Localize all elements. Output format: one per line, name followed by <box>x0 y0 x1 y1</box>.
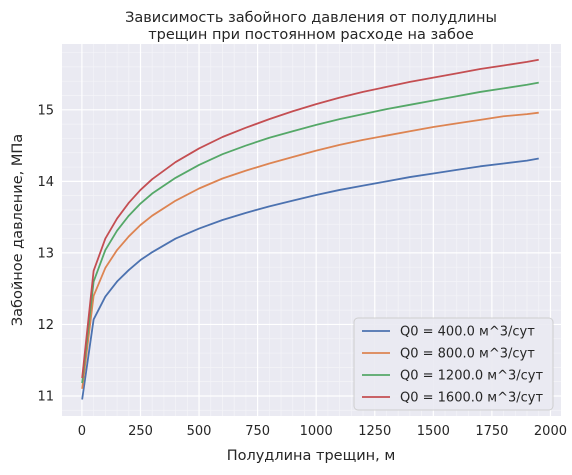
x-tick-labels: 0 250 500 750 1000 1250 1500 1750 2000 <box>78 424 567 439</box>
x-tick-label: 2000 <box>534 424 567 439</box>
legend-label-2: Q0 = 800.0 м^3/сут <box>400 347 535 362</box>
y-tick-label: 15 <box>37 103 54 118</box>
x-tick-label: 750 <box>245 424 270 439</box>
x-axis-label: Полудлина трещин, м <box>227 448 396 464</box>
x-tick-label: 250 <box>128 424 153 439</box>
legend: Q0 = 400.0 м^3/сут Q0 = 800.0 м^3/сут Q0 =… <box>353 317 554 411</box>
legend-label-1: Q0 = 400.0 м^3/сут <box>400 325 535 340</box>
legend-label-3: Q0 = 1200.0 м^3/сут <box>400 369 543 384</box>
y-axis-label: Забойное давление, МПа <box>10 134 26 326</box>
legend-label-4: Q0 = 1600.0 м^3/сут <box>400 391 543 406</box>
chart-title-line-2: трещин при постоянном расходе на забое <box>148 27 474 43</box>
y-tick-label: 13 <box>37 246 54 261</box>
x-tick-label: 1750 <box>475 424 508 439</box>
series-line-3 <box>81 81 539 384</box>
series-line-2 <box>81 111 539 389</box>
x-tick-label: 1000 <box>300 424 333 439</box>
y-tick-labels: 11 12 13 14 15 <box>37 103 54 404</box>
legend-items: Q0 = 400.0 м^3/сут Q0 = 800.0 м^3/сут Q0 =… <box>362 325 543 406</box>
series-line-1 <box>81 157 539 400</box>
x-tick-label: 500 <box>187 424 212 439</box>
y-tick-label: 12 <box>37 318 54 333</box>
x-tick-label: 1500 <box>417 424 450 439</box>
x-tick-label: 1250 <box>358 424 391 439</box>
legend-box <box>353 317 554 411</box>
series-line-4 <box>81 58 539 379</box>
y-tick-label: 11 <box>37 389 54 404</box>
x-tick-label: 0 <box>78 424 86 439</box>
y-tick-label: 14 <box>37 175 54 190</box>
chart-title-line-1: Зависимость забойного давления от полудл… <box>125 10 497 26</box>
series-lines <box>81 58 539 400</box>
